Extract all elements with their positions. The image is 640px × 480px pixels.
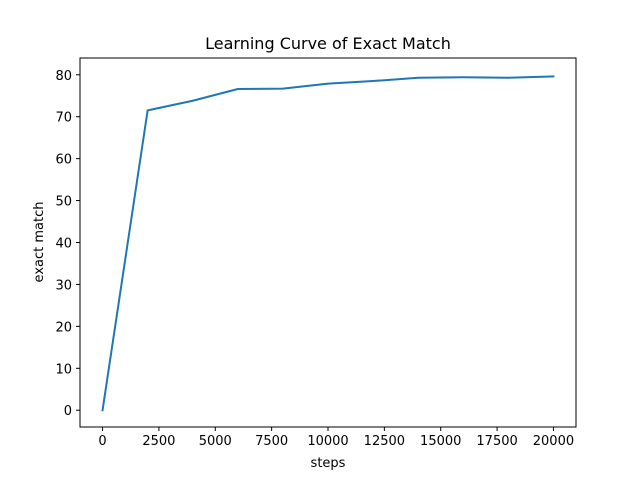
y-tick-label: 10 xyxy=(55,362,72,377)
x-tick-label: 5000 xyxy=(199,434,232,449)
y-tick-label: 40 xyxy=(55,237,72,252)
y-tick-label: 60 xyxy=(55,153,72,168)
x-tick-label: 15000 xyxy=(420,434,461,449)
x-tick-label: 20000 xyxy=(533,434,574,449)
x-tick-label: 2500 xyxy=(142,434,175,449)
y-axis-label: exact match xyxy=(32,202,47,283)
x-tick-label: 12500 xyxy=(364,434,405,449)
y-tick-label: 20 xyxy=(55,320,72,335)
y-tick-label: 30 xyxy=(55,278,72,293)
y-tick-label: 80 xyxy=(55,69,72,84)
y-tick-label: 0 xyxy=(64,404,72,419)
chart-title: Learning Curve of Exact Match xyxy=(205,34,451,53)
x-tick-label: 17500 xyxy=(476,434,517,449)
x-tick-label: 7500 xyxy=(255,434,288,449)
x-axis-label: steps xyxy=(311,456,346,471)
x-tick-label: 10000 xyxy=(307,434,348,449)
x-tick-label: 0 xyxy=(98,434,106,449)
plot-area xyxy=(101,75,555,412)
y-tick-label: 50 xyxy=(55,195,72,210)
y-tick-label: 70 xyxy=(55,111,72,126)
